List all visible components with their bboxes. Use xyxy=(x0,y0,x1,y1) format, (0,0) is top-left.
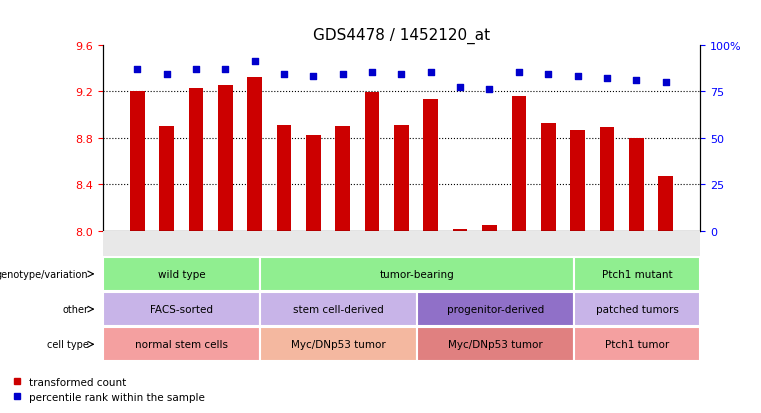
Bar xyxy=(570,130,585,231)
Bar xyxy=(218,86,233,231)
Point xyxy=(601,76,613,82)
Point xyxy=(161,72,173,78)
Text: Myc/DNp53 tumor: Myc/DNp53 tumor xyxy=(448,339,543,349)
Point xyxy=(630,77,642,84)
Bar xyxy=(306,136,320,231)
Point xyxy=(336,72,349,78)
Text: stem cell-derived: stem cell-derived xyxy=(293,304,384,314)
Bar xyxy=(189,88,203,231)
Point xyxy=(366,70,378,76)
Point xyxy=(189,66,202,73)
Bar xyxy=(600,128,614,231)
Point xyxy=(660,79,672,86)
Bar xyxy=(336,127,350,231)
Text: other: other xyxy=(62,304,88,314)
Bar xyxy=(130,92,145,231)
Point xyxy=(307,74,320,81)
Text: Ptch1 mutant: Ptch1 mutant xyxy=(602,269,673,279)
Point xyxy=(454,85,466,91)
Bar xyxy=(277,126,291,231)
Bar xyxy=(629,138,644,231)
Text: tumor-bearing: tumor-bearing xyxy=(380,269,454,279)
Text: FACS-sorted: FACS-sorted xyxy=(150,304,213,314)
Point xyxy=(572,74,584,81)
Bar xyxy=(453,229,467,231)
Text: Ptch1 tumor: Ptch1 tumor xyxy=(605,339,670,349)
Point xyxy=(396,72,408,78)
Point xyxy=(219,66,231,73)
Point xyxy=(278,72,290,78)
Text: cell type: cell type xyxy=(46,339,88,349)
Point xyxy=(542,72,554,78)
Bar xyxy=(159,127,174,231)
Bar xyxy=(511,97,526,231)
Point xyxy=(483,87,495,93)
Text: patched tumors: patched tumors xyxy=(596,304,679,314)
Text: progenitor-derived: progenitor-derived xyxy=(447,304,544,314)
Bar xyxy=(423,100,438,231)
Bar xyxy=(541,123,556,231)
Bar xyxy=(247,78,262,231)
Bar xyxy=(482,225,497,231)
Point xyxy=(131,66,143,73)
Text: wild type: wild type xyxy=(158,269,205,279)
Text: genotype/variation: genotype/variation xyxy=(0,269,88,279)
Point xyxy=(425,70,437,76)
Title: GDS4478 / 1452120_at: GDS4478 / 1452120_at xyxy=(313,28,490,44)
Text: normal stem cells: normal stem cells xyxy=(135,339,228,349)
Point xyxy=(249,59,261,66)
Legend: transformed count, percentile rank within the sample: transformed count, percentile rank withi… xyxy=(13,377,205,402)
Text: Myc/DNp53 tumor: Myc/DNp53 tumor xyxy=(291,339,386,349)
Bar xyxy=(365,93,380,231)
Bar xyxy=(394,126,409,231)
Bar xyxy=(658,177,673,231)
Point xyxy=(513,70,525,76)
